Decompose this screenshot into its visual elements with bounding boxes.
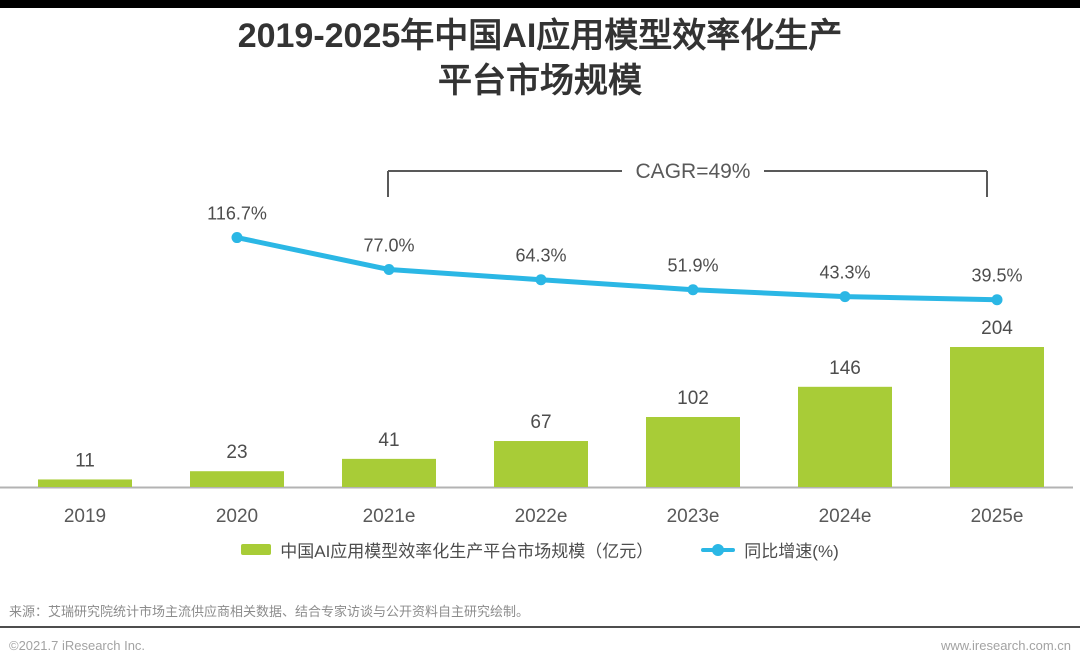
chart-title-line2: 平台市场规模 xyxy=(438,62,642,100)
legend-item-growth-rate: 同比增速(%) xyxy=(701,537,839,562)
growth-rate-line xyxy=(234,235,1000,303)
website-url: www.iresearch.com.cn xyxy=(940,638,1071,653)
bar-2021e xyxy=(342,458,436,487)
x-axis-label-2021e: 2021e xyxy=(363,506,416,527)
x-axis-label-2022e: 2022e xyxy=(515,506,568,527)
cagr-annotation: CAGR=49% xyxy=(636,160,751,183)
chart-title-line1: 2019-2025年中国AI应用模型效率化生产 xyxy=(237,17,843,55)
line-point-2020 xyxy=(231,232,243,244)
legend-label-market-size: 中国AI应用模型效率化生产平台市场规模（亿元） xyxy=(280,542,654,561)
bar-2025e xyxy=(950,347,1044,487)
line-value-label-2023e: 51.9% xyxy=(667,256,718,276)
copyright-text: ©2021.7 iResearch Inc. xyxy=(9,638,146,653)
bar-value-label-2023e: 102 xyxy=(677,388,709,409)
x-axis-label-2020: 2020 xyxy=(216,506,258,527)
top-border xyxy=(0,0,1080,8)
line-point-2024e xyxy=(839,291,851,303)
bar-value-label-2024e: 146 xyxy=(829,358,861,379)
line-series-swatch xyxy=(701,543,736,556)
bar-2019 xyxy=(38,479,132,487)
legend-label-growth-rate: 同比增速(%) xyxy=(744,542,839,561)
legend-item-market-size: 中国AI应用模型效率化生产平台市场规模（亿元） xyxy=(241,537,653,562)
bar-value-label-2025e: 204 xyxy=(981,318,1013,339)
x-axis-label-2023e: 2023e xyxy=(667,506,720,527)
line-point-2025e xyxy=(991,294,1003,306)
bar-value-label-2019: 11 xyxy=(75,450,95,471)
line-point-2023e xyxy=(687,284,699,296)
bar-value-label-2022e: 67 xyxy=(530,412,551,433)
bar-value-label-2020: 23 xyxy=(226,442,247,463)
line-value-label-2021e: 77.0% xyxy=(363,236,414,256)
bar-2020 xyxy=(190,471,284,487)
bar-2022e xyxy=(494,441,588,487)
line-value-label-2024e: 43.3% xyxy=(819,263,870,283)
line-value-label-2020: 116.7% xyxy=(207,204,267,224)
bar-value-label-2021e: 41 xyxy=(378,430,399,451)
line-value-label-2022e: 64.3% xyxy=(515,246,566,266)
chart-title: 2019-2025年中国AI应用模型效率化生产 平台市场规模 xyxy=(0,14,1080,104)
line-point-2022e xyxy=(535,274,547,286)
x-axis-label-2025e: 2025e xyxy=(971,506,1024,527)
bar-2023e xyxy=(646,417,740,487)
x-axis-label-2019: 2019 xyxy=(64,506,106,527)
line-value-label-2025e: 39.5% xyxy=(971,266,1022,286)
bar-series-swatch xyxy=(241,544,272,555)
line-point-2021e xyxy=(383,264,395,276)
source-note: 来源：艾瑞研究院统计市场主流供应商相关数据、结合专家访谈与公开资料自主研究绘制。 xyxy=(9,604,530,619)
line-swatch-dot xyxy=(712,543,725,556)
bar-2024e xyxy=(798,386,892,487)
chart-legend: 中国AI应用模型效率化生产平台市场规模（亿元） 同比增速(%) xyxy=(0,537,1080,562)
footer-divider xyxy=(0,626,1080,628)
x-axis-label-2024e: 2024e xyxy=(819,506,872,527)
